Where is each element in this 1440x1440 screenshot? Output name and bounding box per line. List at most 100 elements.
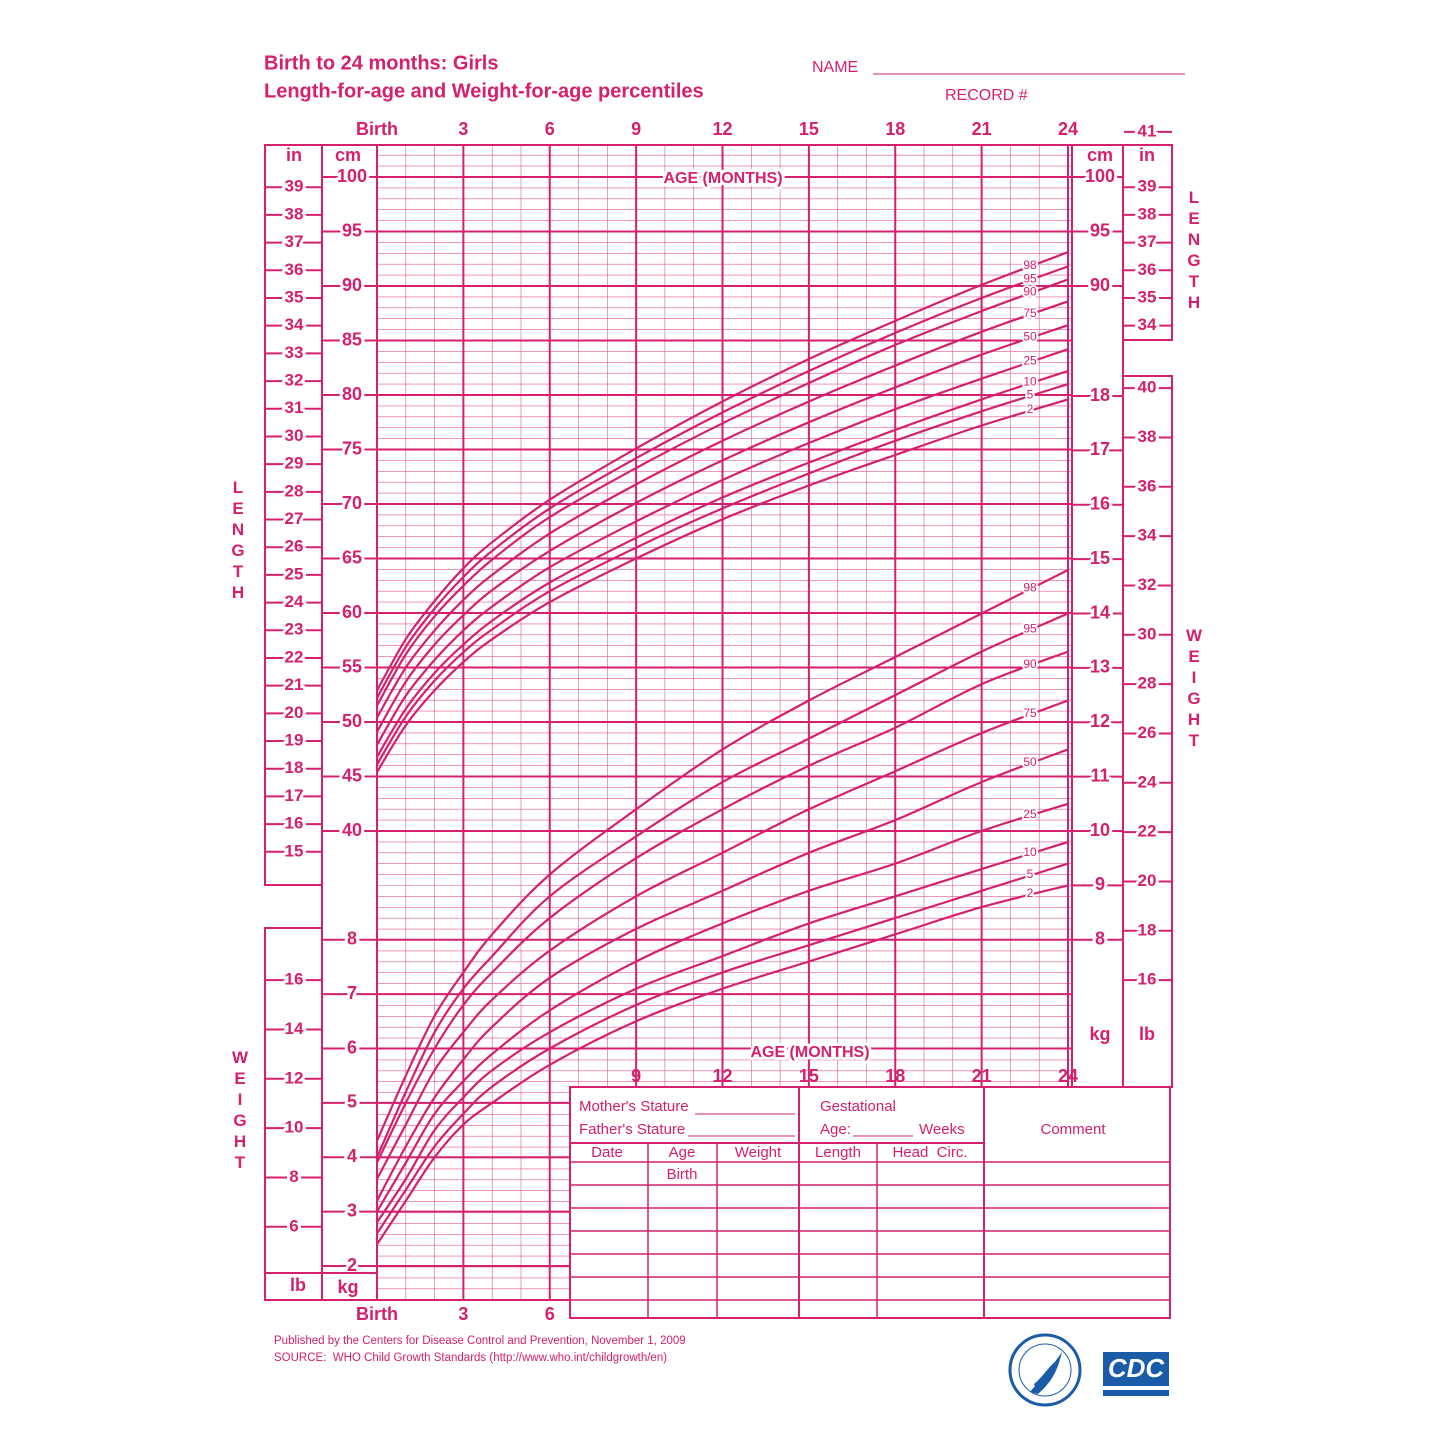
y-tick-label: 45 bbox=[342, 765, 362, 785]
y-right-tick-label: 18 bbox=[1090, 385, 1110, 405]
y2-right-tick-label: 30 bbox=[1138, 624, 1157, 643]
x-tick-label: 12 bbox=[712, 1066, 732, 1086]
y2-right-tick-label: 22 bbox=[1138, 822, 1157, 841]
gestational-age: Age: bbox=[820, 1121, 851, 1138]
x-tick-label: 6 bbox=[545, 1304, 555, 1324]
y-tick-label: 40 bbox=[342, 820, 362, 840]
y2-tick-label: 31 bbox=[285, 398, 304, 417]
y2-right-tick-label: 39 bbox=[1138, 177, 1157, 196]
published-note: Published by the Centers for Disease Con… bbox=[274, 1335, 686, 1347]
percentile-curve bbox=[375, 612, 1069, 1158]
percentile-curve bbox=[376, 300, 1069, 719]
x-tick-label: 21 bbox=[972, 1066, 992, 1086]
y-tick-label: 95 bbox=[342, 220, 362, 240]
percentile-curve bbox=[376, 369, 1069, 758]
y-right-tick-label: 16 bbox=[1090, 494, 1110, 514]
y-right-tick-label: 95 bbox=[1090, 220, 1110, 240]
hhs-seal-inner bbox=[1018, 1343, 1072, 1397]
percentile-curve bbox=[376, 884, 1069, 1245]
percentile-label: 2 bbox=[1027, 402, 1034, 416]
y-tick-label: 8 bbox=[347, 929, 357, 949]
y-tick-label: 70 bbox=[342, 493, 362, 513]
x-tick-label: 12 bbox=[712, 119, 732, 139]
y2-tick-label: 28 bbox=[285, 481, 304, 500]
subtitle: Length-for-age and Weight-for-age percen… bbox=[264, 80, 704, 102]
y2-tick-label: 14 bbox=[285, 1019, 304, 1038]
y2-right-tick-label: 34 bbox=[1138, 526, 1157, 545]
record-form: Mother's Stature Father's Stature Gestat… bbox=[569, 1086, 1171, 1319]
x-tick-label: 3 bbox=[458, 1304, 468, 1324]
column-header: Weight bbox=[735, 1144, 782, 1161]
percentile-label: 98 bbox=[1023, 258, 1037, 272]
percentile-label: 25 bbox=[1023, 807, 1037, 821]
y2-tick-label: 27 bbox=[285, 509, 304, 528]
percentile-curve bbox=[375, 569, 1069, 1142]
y-tick-label: 2 bbox=[347, 1255, 357, 1275]
source-note: SOURCE: WHO Child Growth Standards (http… bbox=[274, 1352, 667, 1364]
kg-unit-right: kg bbox=[1089, 1024, 1110, 1044]
y2-tick-label: 38 bbox=[285, 204, 304, 223]
percentile-curve bbox=[376, 650, 1069, 1164]
length-label-right: LENGTH bbox=[1185, 188, 1204, 314]
y-right-tick-label: 90 bbox=[1090, 275, 1110, 295]
y-tick-label: 3 bbox=[347, 1200, 357, 1220]
y-tick-label: 65 bbox=[342, 547, 362, 567]
cm-unit-left: cm bbox=[335, 145, 361, 165]
hhs-eagle bbox=[1030, 1352, 1062, 1394]
x-tick-label: 15 bbox=[799, 119, 819, 139]
y-right-tick-label: 17 bbox=[1090, 439, 1110, 459]
y2-right-tick-label: 38 bbox=[1138, 204, 1157, 223]
length-label-left: LENGTH bbox=[229, 478, 248, 604]
y2-tick-label: 20 bbox=[285, 703, 304, 722]
y2-right-tick-label: 41 bbox=[1138, 121, 1157, 140]
weight-label-right: WEIGHT bbox=[1185, 626, 1204, 752]
y-tick-label: 90 bbox=[342, 275, 362, 295]
y2-right-tick-label: 35 bbox=[1138, 287, 1157, 306]
column-header: Length bbox=[815, 1144, 861, 1161]
y-right-tick-label: 9 bbox=[1095, 874, 1105, 894]
y2-right-tick-label: 34 bbox=[1138, 315, 1157, 334]
y2-tick-label: 10 bbox=[285, 1118, 304, 1137]
y2-right-tick-label: 16 bbox=[1138, 970, 1157, 989]
y-right-tick-label: 12 bbox=[1090, 711, 1110, 731]
weeks: Weeks bbox=[919, 1121, 965, 1138]
percentile-label: 75 bbox=[1023, 306, 1037, 320]
percentile-label: 10 bbox=[1023, 845, 1037, 859]
x-tick-label: 15 bbox=[799, 1066, 819, 1086]
hhs-seal bbox=[1008, 1333, 1082, 1407]
y-tick-label: 80 bbox=[342, 384, 362, 404]
percentile-curve bbox=[376, 265, 1069, 699]
percentile-label: 50 bbox=[1023, 329, 1037, 343]
y-right-tick-label: 10 bbox=[1090, 820, 1110, 840]
y-tick-label: 7 bbox=[347, 983, 357, 1003]
y-tick-label: 50 bbox=[342, 711, 362, 731]
x-tick-label: 6 bbox=[545, 119, 555, 139]
y2-tick-label: 19 bbox=[285, 730, 304, 749]
y2-right-tick-label: 28 bbox=[1138, 674, 1157, 693]
y2-tick-label: 15 bbox=[285, 841, 304, 860]
cdc-text: CDC bbox=[1108, 1353, 1166, 1383]
y-tick-label: 6 bbox=[347, 1037, 357, 1057]
percentile-curve bbox=[376, 862, 1069, 1234]
weight-label-left: WEIGHT bbox=[231, 1048, 250, 1174]
y-right-tick-label: 13 bbox=[1090, 657, 1110, 677]
x-tick-label: Birth bbox=[356, 1304, 398, 1324]
x-tick-label: 9 bbox=[631, 119, 641, 139]
x-tick-label: 24 bbox=[1058, 1066, 1078, 1086]
x-tick-label: 21 bbox=[972, 119, 992, 139]
y2-right-tick-label: 26 bbox=[1138, 723, 1157, 742]
percentile-curve bbox=[376, 699, 1069, 1180]
gestational: Gestational bbox=[820, 1098, 896, 1115]
comment: Comment bbox=[1040, 1121, 1106, 1138]
percentile-curve bbox=[376, 348, 1069, 746]
y2-tick-label: 6 bbox=[289, 1216, 298, 1235]
percentile-label: 50 bbox=[1023, 755, 1037, 769]
y2-right-tick-label: 18 bbox=[1138, 920, 1157, 939]
y2-tick-label: 25 bbox=[285, 564, 304, 583]
first-row-age: Birth bbox=[667, 1166, 698, 1183]
y2-tick-label: 16 bbox=[285, 970, 304, 989]
x-tick-label: 24 bbox=[1058, 119, 1078, 139]
in-unit-right: in bbox=[1139, 145, 1155, 165]
percentile-label: 10 bbox=[1023, 375, 1037, 389]
